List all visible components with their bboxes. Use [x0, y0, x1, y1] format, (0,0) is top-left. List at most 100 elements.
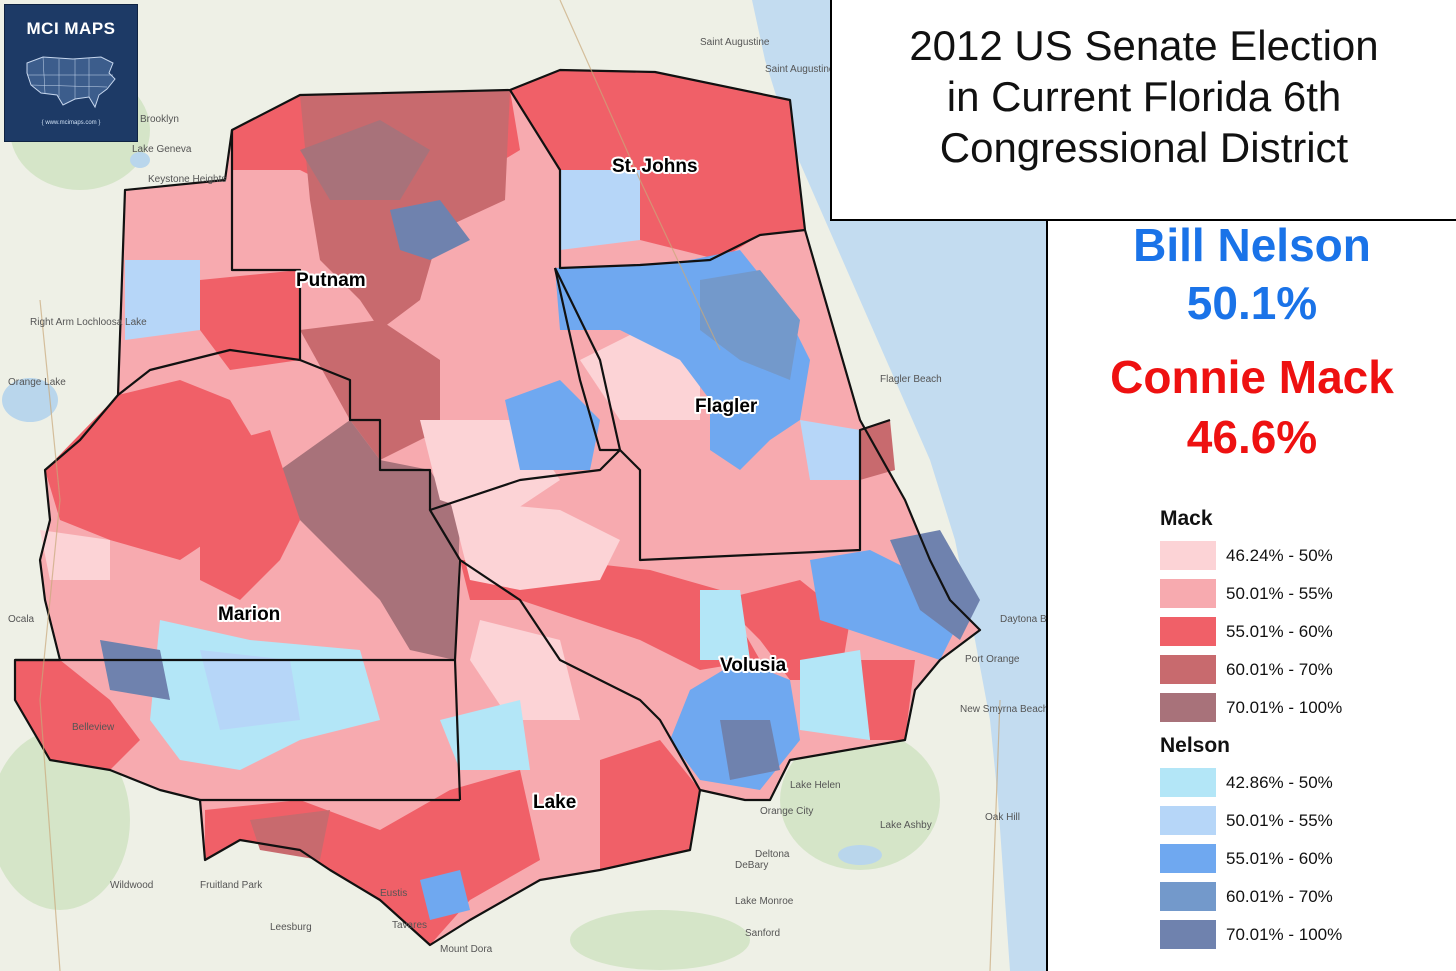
- map-title: 2012 US Senate Election in Current Flori…: [832, 20, 1456, 173]
- place-label: Belleview: [72, 722, 115, 733]
- place-label: Deltona: [755, 849, 790, 860]
- legend-label: 55.01% - 60%: [1226, 622, 1333, 641]
- place-label: Lake Helen: [790, 780, 841, 791]
- precinct-region: [700, 590, 750, 660]
- county-label-flagler: Flagler: [695, 396, 758, 417]
- place-label: Keystone Heights: [148, 174, 226, 185]
- place-label: Port Orange: [965, 654, 1020, 665]
- county-label-st-johns: St. Johns: [612, 156, 698, 177]
- place-label: Lake Geneva: [132, 144, 192, 155]
- place-label: Orange City: [760, 806, 813, 817]
- legend-label: 50.01% - 55%: [1226, 811, 1333, 830]
- precinct-region: [250, 810, 330, 860]
- legend-label: 70.01% - 100%: [1226, 925, 1343, 944]
- legend-item: 42.86% - 50%: [1160, 768, 1450, 798]
- county-label-lake: Lake: [533, 792, 576, 813]
- legend-item: 50.01% - 55%: [1160, 579, 1450, 609]
- place-label: Mount Dora: [440, 944, 493, 955]
- us-map-icon: [26, 56, 116, 109]
- legend-label: 42.86% - 50%: [1226, 773, 1333, 792]
- legend-label: 46.24% - 50%: [1226, 546, 1333, 565]
- county-label-marion: Marion: [218, 604, 280, 625]
- precinct-region: [890, 530, 980, 640]
- forest-patch: [0, 730, 130, 910]
- place-label: Lake Ashby: [880, 820, 932, 831]
- legend-item: 55.01% - 60%: [1160, 844, 1450, 874]
- place-label: Ocala: [8, 614, 35, 625]
- place-label: Sanford: [745, 928, 780, 939]
- place-label: Leesburg: [270, 922, 312, 933]
- place-label: Eustis: [380, 888, 407, 899]
- place-label: Fruitland Park: [200, 880, 263, 891]
- precinct-region: [700, 270, 800, 380]
- forest-patch: [780, 730, 940, 870]
- precinct-region: [420, 870, 470, 920]
- precinct-region: [560, 170, 640, 250]
- legend-swatch: [1160, 541, 1216, 570]
- legend-label: 50.01% - 55%: [1226, 584, 1333, 603]
- legend-item: 60.01% - 70%: [1160, 882, 1450, 912]
- precinct-region: [510, 70, 805, 260]
- precinct-region: [860, 660, 915, 740]
- county-borders: [13, 68, 982, 947]
- legend-swatch: [1160, 579, 1216, 608]
- lake: [2, 378, 58, 422]
- place-label: Wildwood: [110, 880, 153, 891]
- roads: [39, 0, 1001, 971]
- place-label: Flagler Beach: [880, 374, 942, 385]
- precinct-region: [470, 620, 580, 720]
- lake: [130, 152, 150, 168]
- precinct-region: [200, 270, 300, 370]
- title-line-3: Congressional District: [939, 124, 1349, 171]
- precinct-region: [720, 720, 780, 780]
- precinct-region: [300, 320, 440, 460]
- county-label-putnam: Putnam: [296, 270, 366, 291]
- precinct-region: [300, 120, 430, 200]
- legend-item: 70.01% - 100%: [1160, 693, 1450, 723]
- place-label: Saint Augustine: [700, 37, 770, 48]
- place-label: Brooklyn: [140, 114, 179, 125]
- precinct-region: [800, 650, 870, 740]
- legend-swatch: [1160, 768, 1216, 797]
- legend-swatch: [1160, 882, 1216, 911]
- logo-url: { www.mcimaps.com }: [41, 120, 101, 126]
- ocean: [752, 0, 1046, 971]
- precinct-region: [505, 380, 600, 470]
- place-label: Right Arm Lochloosa Lake: [30, 317, 147, 328]
- title-box: 2012 US Senate Election in Current Flori…: [830, 0, 1456, 221]
- legend-item: 50.01% - 55%: [1160, 806, 1450, 836]
- legend-item: 55.01% - 60%: [1160, 617, 1450, 647]
- logo-title: MCI MAPS: [26, 19, 116, 38]
- title-line-1: 2012 US Senate Election: [909, 22, 1379, 69]
- precinct-region: [40, 530, 110, 580]
- precinct-region: [100, 640, 170, 700]
- precinct-region: [600, 740, 700, 870]
- place-label: Oak Hill: [985, 812, 1020, 823]
- legend-label: 55.01% - 60%: [1226, 849, 1333, 868]
- precinct-region: [125, 260, 200, 340]
- dem-candidate-name: Bill Nelson: [1133, 219, 1371, 271]
- legend-item: 60.01% - 70%: [1160, 655, 1450, 685]
- place-label: Orange Lake: [8, 377, 66, 388]
- place-label: DeBary: [735, 860, 768, 871]
- legend-swatch: [1160, 655, 1216, 684]
- legend-heading-nelson: Nelson: [1160, 734, 1231, 757]
- place-label: Saint Augustine Beach: [765, 64, 866, 75]
- results-panel: Bill Nelson 50.1% Connie Mack 46.6% Mack…: [1046, 219, 1456, 971]
- county-label-volusia: Volusia: [720, 655, 787, 676]
- legend-swatch: [1160, 920, 1216, 949]
- legend-item: 46.24% - 50%: [1160, 541, 1450, 571]
- place-label: New Smyrna Beach: [960, 704, 1048, 715]
- forest-patch: [570, 910, 750, 970]
- rep-candidate-name: Connie Mack: [1110, 351, 1394, 403]
- lake: [838, 845, 882, 865]
- precinct-region: [800, 420, 860, 480]
- precinct-region: [280, 420, 460, 660]
- dem-candidate-percent: 50.1%: [1186, 277, 1318, 329]
- legend-item: 70.01% - 100%: [1160, 920, 1450, 950]
- legend-heading-mack: Mack: [1160, 507, 1213, 530]
- precinct-region: [200, 650, 300, 730]
- precinct-region: [200, 430, 300, 600]
- precinct-region: [450, 500, 620, 590]
- precinct-region: [15, 660, 140, 770]
